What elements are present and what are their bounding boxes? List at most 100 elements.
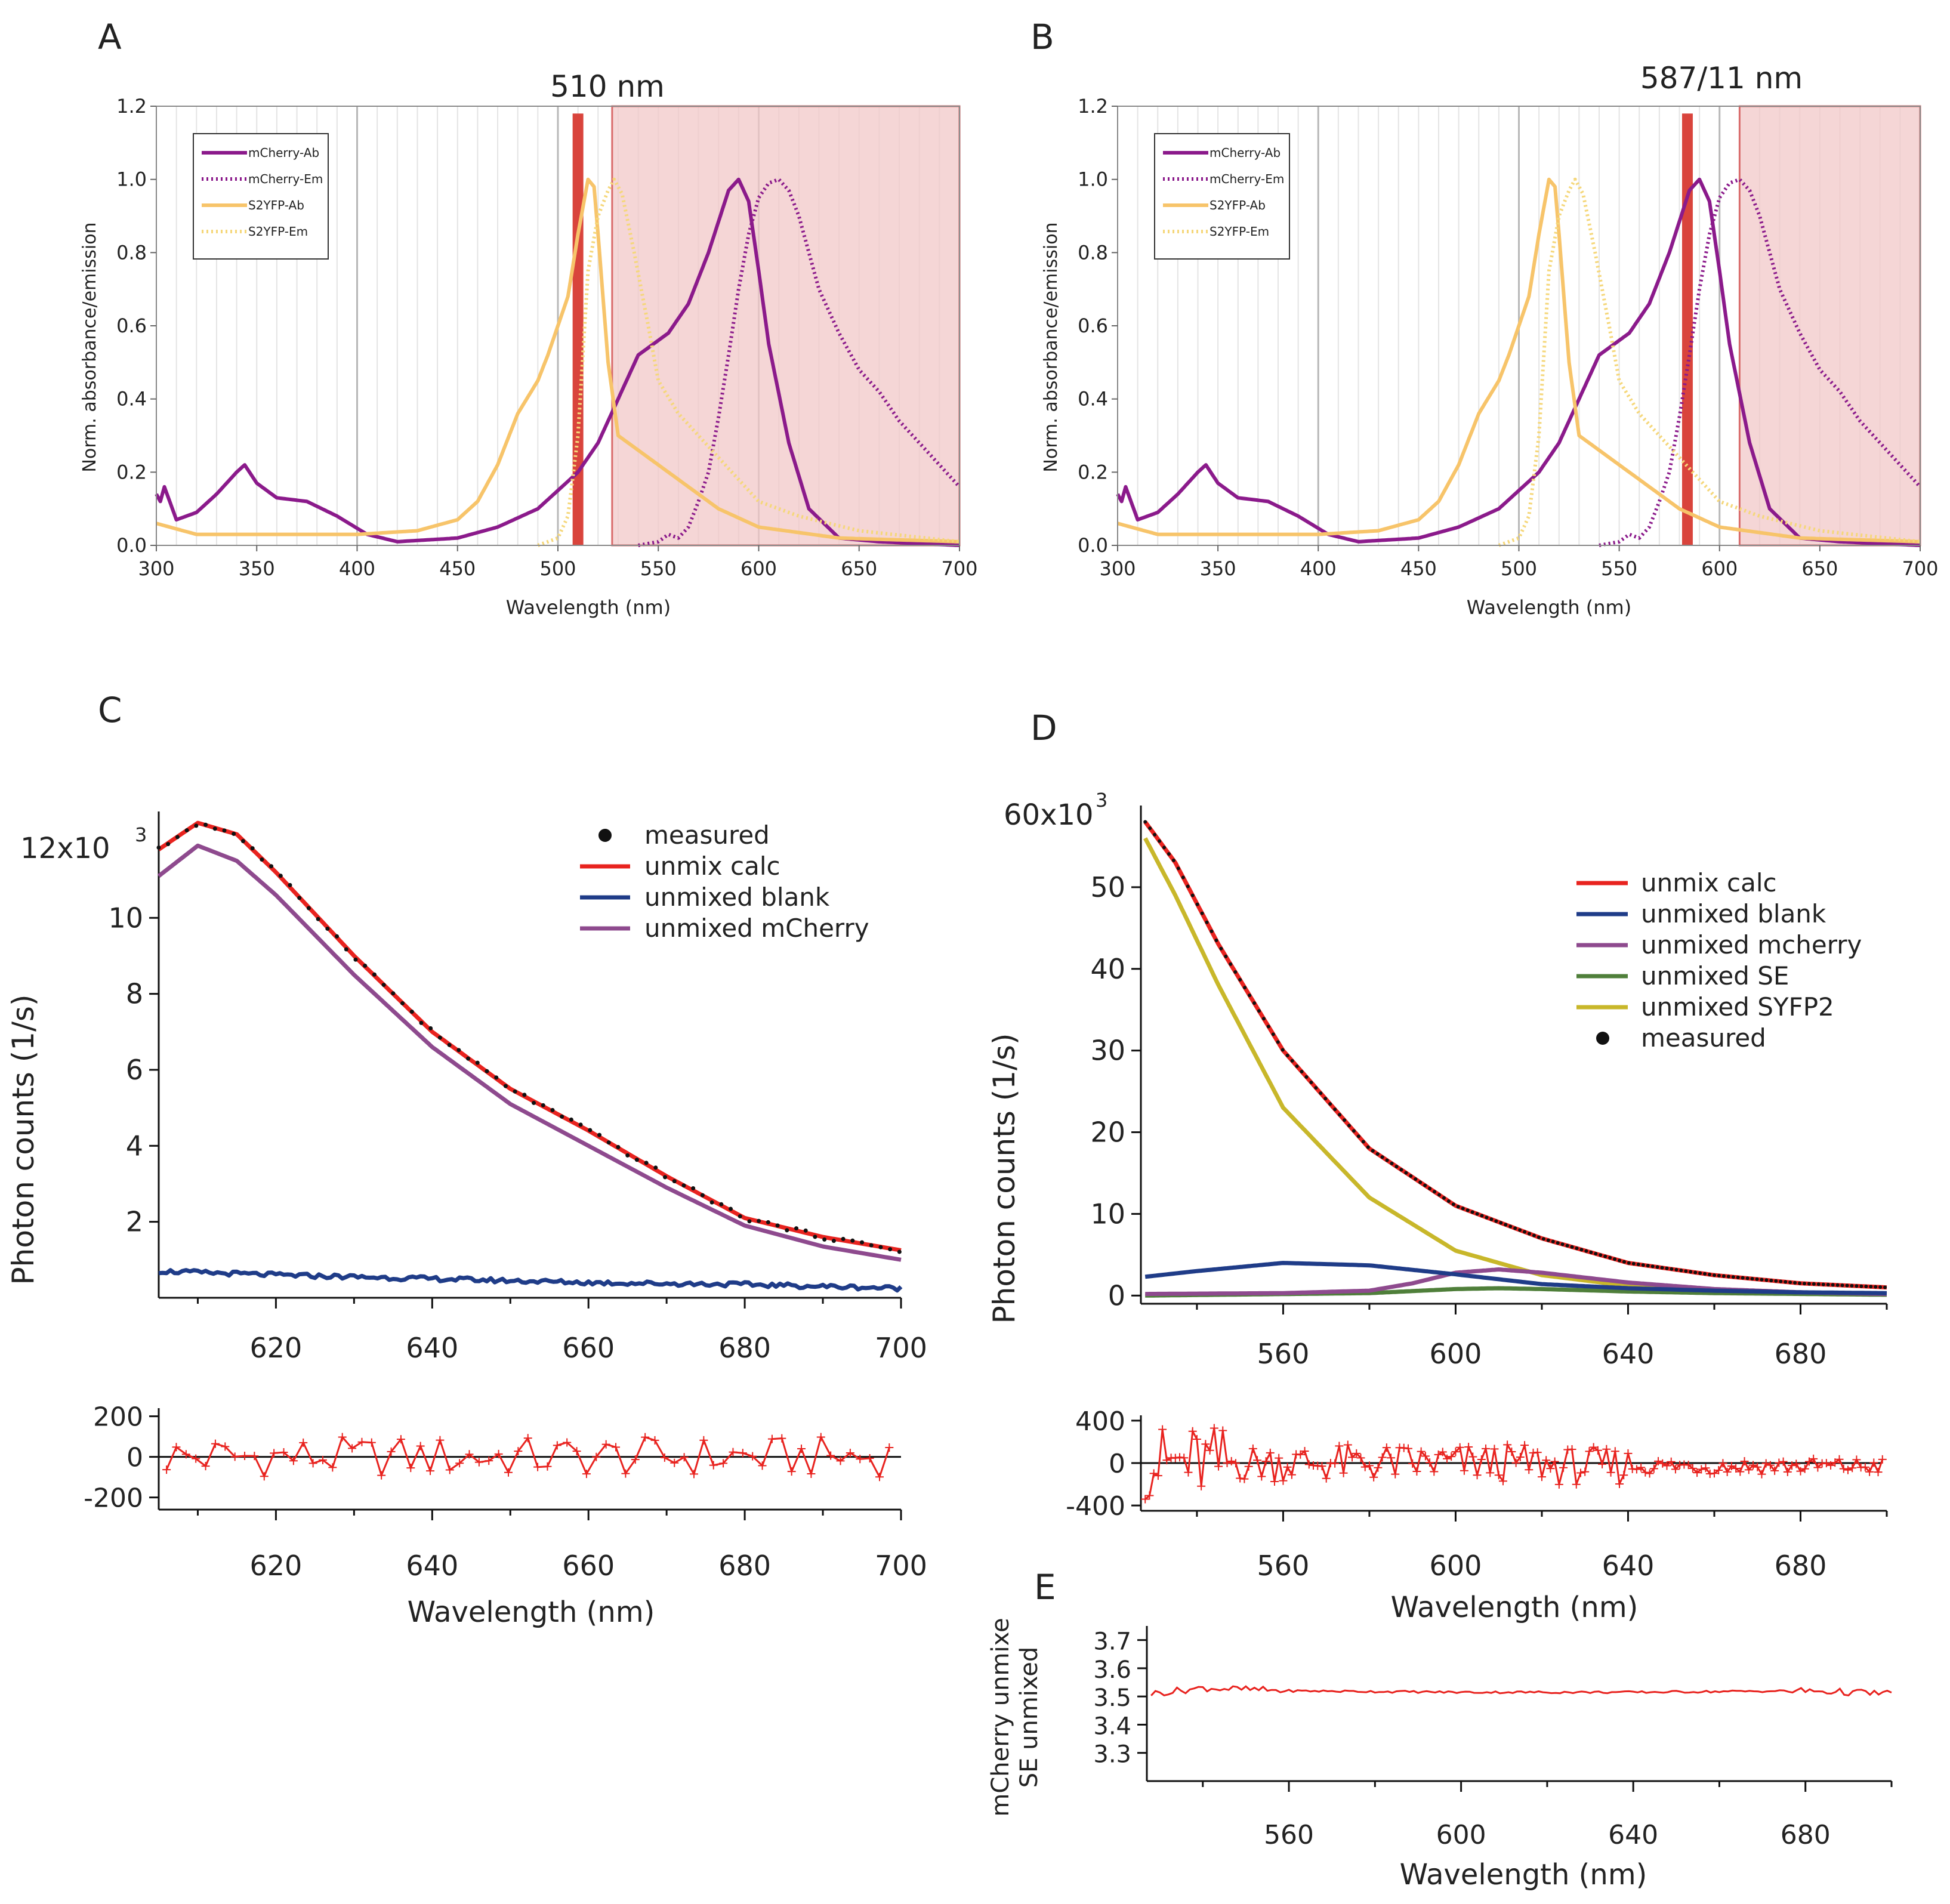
residual-marker <box>367 1438 376 1447</box>
measured-point <box>513 1089 517 1094</box>
residual-marker <box>357 1437 366 1446</box>
residual-marker <box>1447 1452 1456 1461</box>
residual-marker <box>1537 1473 1546 1482</box>
residual-marker <box>1145 1491 1154 1500</box>
residual-marker <box>1701 1464 1710 1473</box>
measured-point <box>1575 1246 1579 1251</box>
residual-marker <box>816 1433 825 1442</box>
residual-marker <box>396 1435 405 1444</box>
panel-b-y-ticks: 0.0 0.2 0.4 0.6 0.8 1.0 1.2 <box>1078 95 1118 557</box>
measured-point <box>663 1175 668 1180</box>
measured-point <box>184 828 189 833</box>
residual-marker <box>1188 1427 1197 1436</box>
measured-point <box>1859 1284 1863 1288</box>
residual-marker <box>1723 1467 1732 1476</box>
panel-c-x-label: Wavelength (nm) <box>408 1596 655 1629</box>
measured-point <box>1461 1206 1465 1211</box>
residual-marker <box>1244 1462 1253 1471</box>
measured-point <box>1874 1285 1878 1289</box>
panel-letter-b: B <box>1030 17 1054 57</box>
series-unmixed-mcherry <box>157 843 902 1262</box>
residual-marker <box>1826 1461 1835 1470</box>
residual-marker <box>1498 1477 1507 1486</box>
residual-marker <box>474 1458 483 1467</box>
residual-marker <box>1740 1457 1749 1466</box>
measured-point <box>1423 1183 1427 1187</box>
measured-point <box>166 842 171 847</box>
measured-point <box>1442 1196 1446 1200</box>
measured-point <box>1167 852 1171 856</box>
measured-point <box>1745 1276 1750 1280</box>
residual-marker <box>865 1454 874 1463</box>
residual-marker <box>1766 1461 1775 1470</box>
residual-marker <box>1593 1446 1602 1455</box>
measured-point <box>1603 1254 1607 1258</box>
measured-point <box>1418 1180 1423 1184</box>
residual-marker <box>1494 1471 1503 1480</box>
residual-marker <box>1684 1461 1693 1470</box>
residual-marker <box>348 1444 357 1453</box>
measured-point <box>550 1107 555 1112</box>
legend-label: mCherry-Em <box>1210 172 1284 186</box>
measured-point <box>1162 845 1167 850</box>
measured-point <box>503 1084 508 1088</box>
residual-marker <box>1869 1458 1878 1467</box>
y-tick-label: 2 <box>126 1206 143 1238</box>
residual-marker <box>1753 1462 1762 1471</box>
residual-marker <box>1205 1446 1214 1455</box>
y-tick-label: 50 <box>1090 871 1125 903</box>
residual-marker <box>1227 1456 1236 1465</box>
panel-c-multiplier: 12x10 3 <box>20 823 147 865</box>
panel-letter-e: E <box>1034 1567 1056 1607</box>
y-tick-label: -400 <box>1066 1491 1125 1522</box>
measured-point <box>1271 1032 1275 1036</box>
residual-marker <box>875 1473 884 1482</box>
measured-point <box>1674 1268 1679 1272</box>
measured-point <box>1375 1152 1380 1156</box>
residual-marker <box>1149 1469 1158 1478</box>
residual-marker <box>1343 1440 1352 1449</box>
measured-point <box>1816 1282 1821 1286</box>
residual-marker <box>1460 1466 1468 1475</box>
residual-marker <box>436 1436 445 1445</box>
measured-point <box>522 1093 527 1097</box>
residual-marker <box>221 1442 230 1451</box>
residual-marker <box>1572 1480 1581 1489</box>
x-tick-label: 620 <box>250 1332 303 1364</box>
measured-point <box>719 1202 724 1206</box>
x-tick-label: 600 <box>1701 557 1738 580</box>
measured-point <box>1451 1202 1455 1206</box>
residual-marker <box>1624 1449 1633 1458</box>
y-tick-label: 0.0 <box>116 534 147 557</box>
residual-marker <box>1283 1462 1292 1471</box>
residual-marker <box>279 1448 288 1457</box>
measured-point <box>1556 1241 1560 1245</box>
residual-marker <box>172 1443 181 1452</box>
measured-point <box>1570 1245 1574 1249</box>
residual-marker <box>1180 1454 1189 1462</box>
residual-marker <box>1520 1441 1529 1450</box>
panel-a: A 300 350 400 450 500 550 600 650 700 0.00.20.40… <box>79 17 978 619</box>
panel-b-x-ticks: 300 350 400 450 500 550 600 650 700 <box>1099 545 1939 580</box>
measured-point <box>1798 1281 1802 1285</box>
residual-marker <box>1153 1471 1162 1480</box>
measured-point <box>250 846 255 851</box>
residual-marker <box>514 1447 523 1456</box>
y-tick-label: 0.4 <box>1078 388 1108 411</box>
y-tick-label: 200 <box>93 1402 143 1433</box>
x-tick-label: 680 <box>1775 1550 1827 1582</box>
residual-marker <box>1632 1465 1641 1474</box>
residual-marker <box>1374 1463 1383 1472</box>
residual-marker <box>1732 1464 1741 1473</box>
residual-marker <box>260 1472 269 1481</box>
residual-marker <box>1473 1471 1482 1480</box>
residual-marker <box>572 1447 581 1456</box>
measured-point <box>1409 1174 1413 1178</box>
measured-point <box>691 1186 696 1191</box>
residual-marker <box>1585 1447 1594 1456</box>
panel-b-excitation-line <box>1681 113 1693 545</box>
residual-marker <box>1831 1458 1840 1467</box>
residual-marker <box>1770 1466 1779 1475</box>
legend-label: unmixed blank <box>1641 899 1826 928</box>
